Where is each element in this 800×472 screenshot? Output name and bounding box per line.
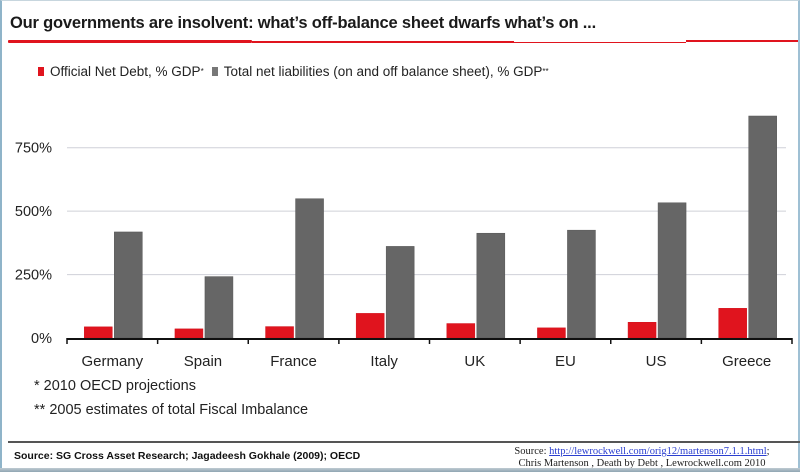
title-underline-thin [514, 41, 686, 43]
legend-footnote-marker: ** [542, 67, 549, 76]
x-tick-label: EU [555, 353, 576, 370]
y-tick-label: 0% [31, 331, 52, 347]
bar-total-liabilities [295, 198, 324, 339]
source-prefix: Source: [514, 446, 550, 457]
bar-official-debt [265, 326, 294, 339]
legend-label: Total net liabilities (on and off balanc… [223, 64, 543, 79]
source-author: Chris Martenson , Death by Debt , Lewroc… [518, 458, 766, 469]
legend-item-official-debt: Official Net Debt, % GDP * [38, 64, 204, 79]
bar-official-debt [174, 328, 204, 339]
x-tick-label: US [646, 353, 667, 370]
legend-item-total-liabilities: Total net liabilities (on and off balanc… [211, 64, 549, 79]
gray-square-icon [211, 67, 218, 76]
x-tick-label: UK [464, 353, 485, 370]
bar-total-liabilities [385, 246, 415, 339]
x-tick-label: Italy [370, 353, 398, 370]
bar-official-debt [537, 327, 566, 339]
bar-total-liabilities [204, 276, 234, 339]
bar-total-liabilities [476, 232, 506, 339]
legend-footnote-marker: * [200, 67, 204, 76]
bar-official-debt [718, 308, 747, 339]
chart-title: Our governments are insolvent: what’s of… [10, 14, 596, 32]
source-link[interactable]: http://lewrockwell.com/orig12/martenson7… [549, 446, 767, 457]
bar-official-debt [627, 322, 657, 339]
title-underline-thin [448, 41, 514, 43]
source-divider [8, 441, 800, 443]
y-tick-label: 750% [15, 141, 52, 157]
x-tick-label: France [270, 353, 317, 370]
x-tick-label: Spain [184, 353, 222, 370]
bar-official-debt [446, 323, 476, 339]
footnote-1: * 2010 OECD projections [34, 378, 196, 394]
red-square-icon [38, 67, 44, 76]
title-underline-right [686, 40, 798, 42]
bar-total-liabilities [657, 202, 687, 339]
title-underline [8, 40, 252, 43]
source-citation: Source: SG Cross Asset Research; Jagadee… [14, 450, 361, 462]
slide-bottom-edge [0, 468, 800, 472]
bar-official-debt [84, 326, 113, 339]
y-tick-label: 500% [15, 204, 52, 220]
source-link-suffix: ; [766, 446, 770, 457]
title-underline-thin [252, 41, 448, 43]
bar-total-liabilities [114, 231, 143, 339]
x-tick-label: Germany [81, 353, 143, 370]
bar-total-liabilities [567, 229, 596, 339]
y-tick-label: 250% [15, 268, 52, 284]
x-tick-label: Greece [722, 353, 771, 370]
source-reference: Source: http://lewrockwell.com/orig12/ma… [492, 446, 792, 470]
chart-legend: Official Net Debt, % GDP * Total net liab… [38, 64, 557, 79]
footnote-2: ** 2005 estimates of total Fiscal Imbala… [34, 402, 309, 418]
legend-label: Official Net Debt, % GDP [50, 64, 201, 79]
bar-total-liabilities [748, 115, 777, 339]
bar-official-debt [355, 313, 385, 339]
